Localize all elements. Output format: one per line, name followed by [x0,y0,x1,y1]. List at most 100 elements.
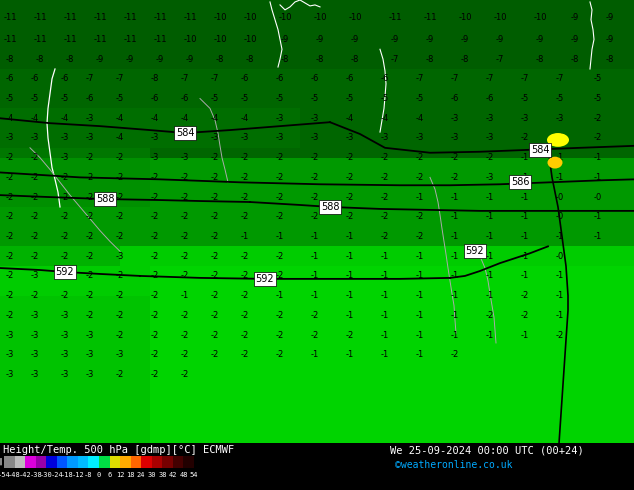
Text: -1: -1 [521,173,529,182]
Text: -2: -2 [346,193,354,201]
Text: -6: -6 [241,74,249,83]
Text: -1: -1 [594,153,602,162]
Text: -2: -2 [116,173,124,182]
FancyArrow shape [0,458,2,466]
Text: 6: 6 [107,472,112,478]
Text: -2: -2 [61,212,69,221]
Text: -2: -2 [116,370,124,379]
Text: -2: -2 [31,153,39,162]
Text: -8: -8 [84,472,93,478]
Text: -2: -2 [86,212,94,221]
Text: -5: -5 [211,94,219,103]
Text: -2: -2 [86,311,94,320]
Text: -1: -1 [416,291,424,300]
Text: -2: -2 [594,114,602,123]
Text: -2: -2 [241,271,249,280]
Text: -1: -1 [556,153,564,162]
Text: -3: -3 [451,133,459,143]
Text: -2: -2 [211,173,219,182]
Bar [0,108,300,148]
Text: -4: -4 [116,114,124,123]
Text: -2: -2 [211,331,219,340]
Text: -3: -3 [181,153,189,162]
Text: -1: -1 [556,311,564,320]
Text: -9: -9 [391,35,399,44]
Text: -2: -2 [181,212,189,221]
Text: -3: -3 [241,133,249,143]
Text: -42: -42 [19,472,32,478]
Text: -5: -5 [416,94,424,103]
Text: -9: -9 [186,54,194,64]
Bar [173,456,183,468]
Text: -2: -2 [521,291,529,300]
Text: -2: -2 [31,212,39,221]
Text: -8: -8 [66,54,74,64]
Text: -1: -1 [276,291,284,300]
Text: -1: -1 [451,252,459,261]
Text: -6: -6 [86,94,94,103]
Text: -2: -2 [151,291,159,300]
Ellipse shape [548,157,562,169]
Text: -3: -3 [61,153,69,162]
Text: -2: -2 [151,350,159,359]
Text: -1: -1 [451,271,459,280]
Text: -1: -1 [451,291,459,300]
Text: -2: -2 [6,173,14,182]
Bar [25,456,36,468]
Text: -5: -5 [241,94,249,103]
Text: ©weatheronline.co.uk: ©weatheronline.co.uk [395,460,512,469]
Text: -9: -9 [126,54,134,64]
Text: -3: -3 [556,114,564,123]
Text: -8: -8 [571,54,579,64]
Text: -11: -11 [63,35,77,44]
Bar [67,456,78,468]
Text: -3: -3 [86,331,94,340]
Text: -3: -3 [416,133,424,143]
Text: -2: -2 [276,331,284,340]
Text: -2: -2 [61,291,69,300]
Text: -2: -2 [181,173,189,182]
Text: -2: -2 [181,193,189,201]
Text: -8: -8 [536,54,544,64]
Text: -2: -2 [116,232,124,241]
Text: -3: -3 [276,133,284,143]
Text: -9: -9 [606,13,614,22]
Text: -6: -6 [151,94,159,103]
Text: -3: -3 [451,114,459,123]
Bar [36,456,46,468]
Text: -7: -7 [181,74,189,83]
Text: -11: -11 [183,13,197,22]
Text: -24: -24 [50,472,63,478]
Text: 0: 0 [97,472,101,478]
Bar [183,456,194,468]
Text: -3: -3 [31,350,39,359]
Text: -3: -3 [276,114,284,123]
Text: -2: -2 [61,252,69,261]
Text: -3: -3 [86,350,94,359]
Text: -2: -2 [346,153,354,162]
Text: -1: -1 [381,331,389,340]
Text: -2: -2 [6,232,14,241]
Text: -3: -3 [6,331,14,340]
Text: -2: -2 [181,311,189,320]
Text: -3: -3 [86,114,94,123]
Text: -2: -2 [276,153,284,162]
Text: -54: -54 [0,472,10,478]
Text: -6: -6 [181,94,189,103]
Text: -1: -1 [346,311,354,320]
Text: -1: -1 [486,212,494,221]
Text: -3: -3 [31,370,39,379]
Text: -1: -1 [451,232,459,241]
Text: -7: -7 [556,74,564,83]
Text: -2: -2 [346,331,354,340]
Bar [78,456,89,468]
Text: -2: -2 [116,291,124,300]
Bar [0,246,634,443]
Text: -1: -1 [346,350,354,359]
Text: -1: -1 [416,193,424,201]
Text: -3: -3 [31,133,39,143]
Text: 588: 588 [96,194,114,204]
Bar [141,456,152,468]
Text: -1: -1 [311,232,319,241]
Text: -2: -2 [116,311,124,320]
